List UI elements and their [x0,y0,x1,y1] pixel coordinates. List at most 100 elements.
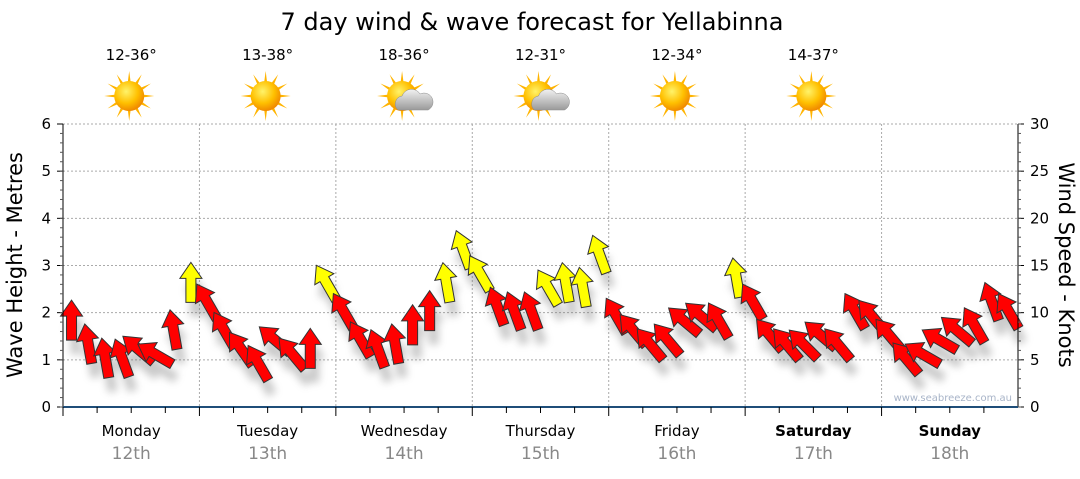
date-label: 12th [112,444,151,464]
sun-ray [278,94,291,98]
temperature-range: 12-34° [651,46,702,64]
sun-ray [127,71,131,84]
wind-arrow [723,257,748,299]
sun-ray [673,71,677,84]
day-label: Saturday [775,422,852,440]
wind-arrow [740,283,768,323]
wind-arrow-shadow [926,342,964,369]
wind-arrow [298,327,323,369]
sun-ray [649,94,663,98]
wind-arrow [246,344,274,384]
chart-title: 7 day wind & wave forecast for Yellabinn… [281,8,784,36]
sunny-icon [104,71,155,121]
wind-arrow-shadow [828,342,859,377]
y2-tick-label: 10 [1030,304,1049,322]
wind-arrow [653,323,685,359]
sun-ray [786,94,799,98]
wind-arrow [178,261,203,303]
wind-arrow [962,306,990,346]
date-label: 18th [930,444,969,464]
sun-disc [796,81,827,111]
partly-cloudy-icon [377,71,434,121]
sunny-icon [649,71,700,121]
wind-arrow [518,291,544,332]
sunny-icon [786,71,837,121]
sun-ray [127,108,131,121]
y-tick-label: 5 [41,162,51,180]
sun-ray [240,94,253,98]
y-tick-label: 6 [41,115,51,133]
y-axis-label: Wave Height - Metres [3,152,27,378]
sun-ray [400,108,404,121]
wind-arrow [348,321,376,360]
wind-arrow [417,289,442,332]
y2-tick-label: 30 [1030,115,1049,133]
y-tick-label: 3 [41,257,51,275]
wind-arrow [161,308,185,351]
wind-arrow [788,329,822,363]
wind-arrow [382,323,407,365]
date-label: 15th [521,444,560,464]
temperature-range: 13-38° [242,46,293,64]
y2-tick-label: 20 [1030,209,1049,227]
y2-tick-label: 5 [1030,351,1040,369]
cloud-shape [395,88,434,111]
sun-ray [104,94,117,98]
wind-arrow [136,342,176,370]
wind-arrow [433,261,458,304]
day-label: Sunday [919,422,982,440]
sun-ray [687,94,700,98]
sun-ray [513,94,526,98]
sun-ray [400,71,404,84]
temperature-range: 12-36° [106,46,157,64]
day-label: Monday [102,422,161,440]
sun-ray [809,71,813,84]
wind-arrow-shadow [658,338,688,372]
sun-ray [264,108,268,121]
wind-arrow-shadow [283,352,313,387]
wind-arrow [706,302,734,341]
y-tick-label: 0 [41,398,51,416]
wind-arrow-shadow [126,350,161,380]
day-label: Tuesday [236,422,298,440]
sun-ray [824,94,837,98]
temperature-range: 12-31° [515,46,566,64]
y-tick-label: 1 [41,351,51,369]
wind-arrow [921,327,961,355]
wind-arrow-shadow [909,356,947,383]
y-tick-label: 4 [41,209,51,227]
watermark: www.seabreeze.com.au [894,393,1012,404]
wind-arrow-shadow [793,344,826,376]
sun-ray [377,94,390,98]
y2-tick-label: 0 [1030,398,1040,416]
date-label: 16th [657,444,696,464]
sun-ray [536,108,541,121]
wind-arrow-shadow [641,342,671,377]
sunny-icon [240,71,291,121]
wind-arrow [684,302,721,334]
date-label: 17th [794,444,833,464]
day-label: Thursday [505,422,576,440]
y-tick-label: 2 [41,304,51,322]
sun-disc [114,81,145,111]
sun-ray [673,108,677,121]
sun-ray [809,108,813,121]
temperature-range: 14-37° [788,46,839,64]
wind-arrow [904,342,943,370]
sun-disc [250,81,281,111]
sun-ray [264,71,268,84]
sun-ray [142,94,155,98]
y2-axis-label: Wind Speed - Knots [1054,162,1078,367]
sun-ray [536,71,541,84]
wind-arrow [587,234,612,276]
wind-arrow-shadow [689,317,724,347]
wind-arrow-shadow [777,342,808,377]
day-label: Wednesday [361,422,448,440]
wind-arrow-shadow [672,321,707,352]
wind-arrow [59,299,84,341]
date-label: 13th [248,444,287,464]
wind-arrow [570,266,594,309]
wind-arrow [75,323,100,365]
cloud-shape [531,88,570,111]
